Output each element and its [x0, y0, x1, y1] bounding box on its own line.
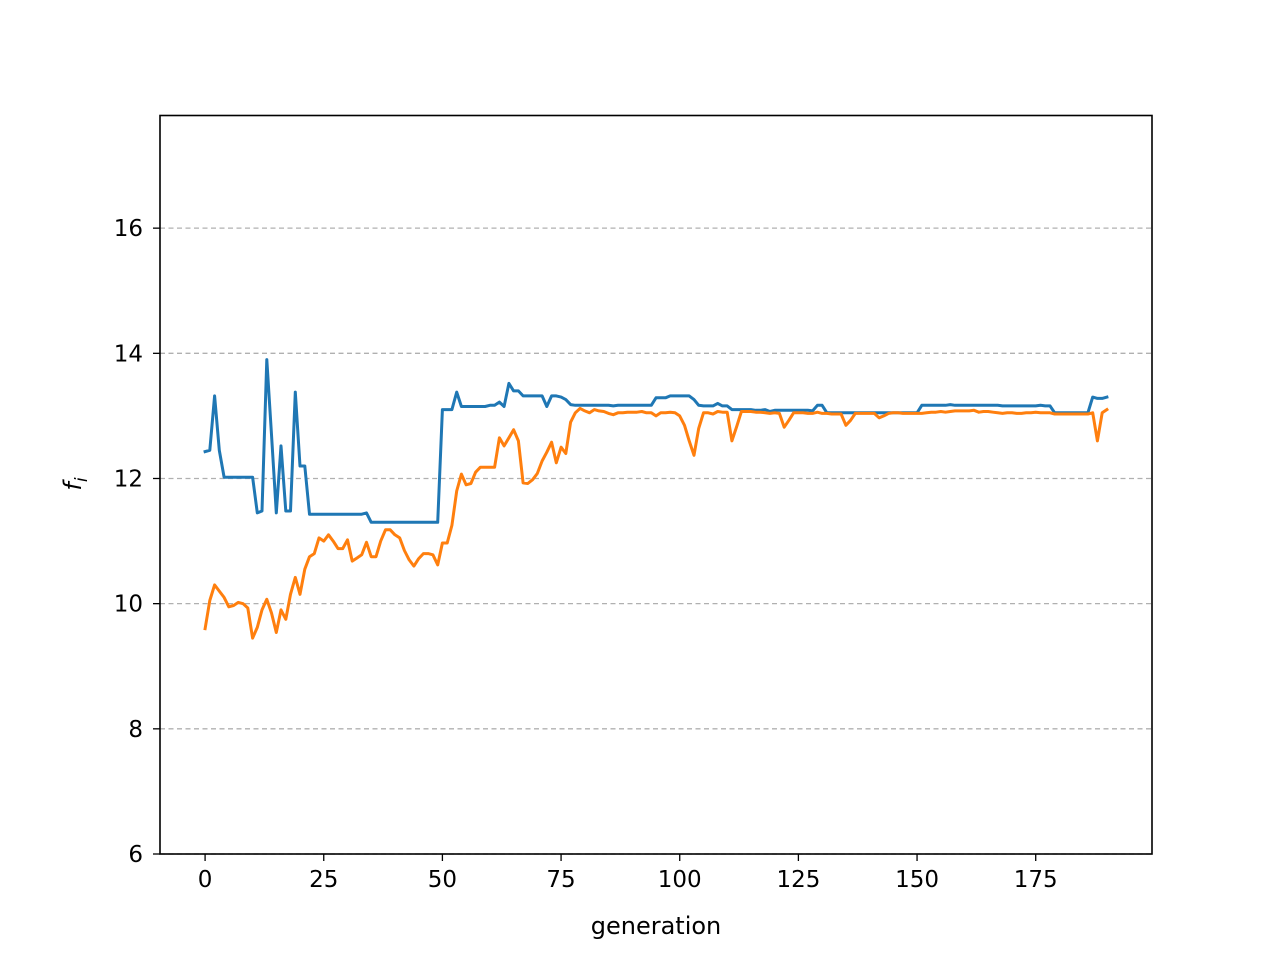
y-tick-label: 6 — [128, 842, 143, 868]
plot-frame — [159, 114, 1153, 855]
y-axis-ticks: 6 8 10 12 14 16 — [114, 216, 160, 868]
x-tick-label: 0 — [198, 867, 213, 893]
x-axis-ticks: 0 25 50 75 100 125 150 175 — [198, 854, 1058, 893]
x-tick-label: 50 — [428, 867, 457, 893]
y-tick-label: 12 — [114, 466, 143, 492]
series-line-2 — [203, 406, 1109, 640]
series — [203, 358, 1109, 640]
x-tick-label: 150 — [895, 867, 939, 893]
x-tick-label: 175 — [1014, 867, 1058, 893]
x-tick-label: 125 — [776, 867, 820, 893]
y-tick-label: 10 — [114, 592, 143, 618]
series-line-1 — [203, 358, 1109, 524]
y-axis-label-subscript: i — [72, 477, 92, 482]
y-tick-label: 14 — [114, 341, 143, 367]
x-axis-label: generation — [591, 912, 722, 940]
y-tick-label: 16 — [114, 216, 143, 242]
x-tick-label: 75 — [546, 867, 575, 893]
x-tick-label: 25 — [309, 867, 338, 893]
y-tick-label: 8 — [128, 717, 143, 743]
x-tick-label: 100 — [658, 867, 702, 893]
